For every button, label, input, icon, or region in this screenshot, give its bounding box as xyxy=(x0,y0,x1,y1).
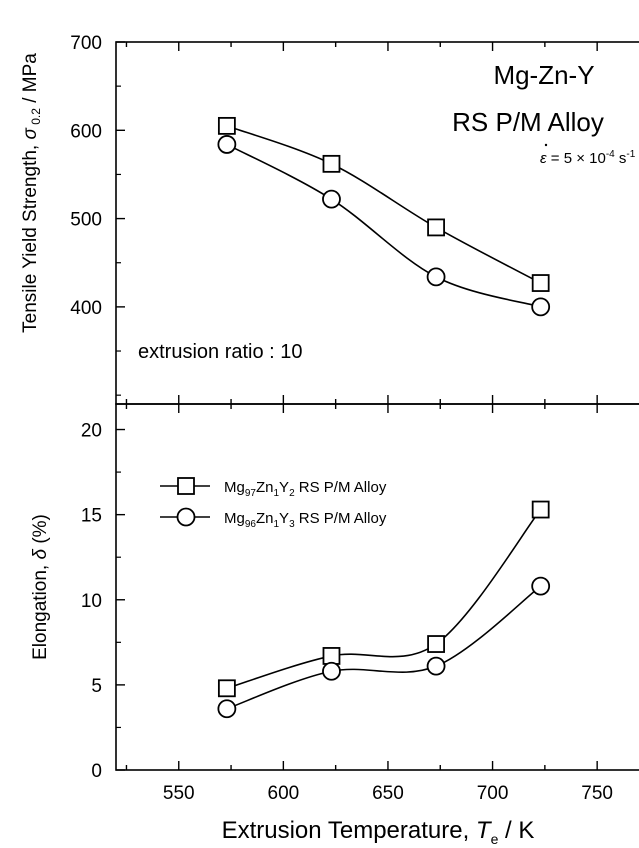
xtick-label: 550 xyxy=(163,783,195,804)
top-ytick-label: 400 xyxy=(70,298,102,319)
x-axis-title: Extrusion Temperature, Te / K xyxy=(222,817,535,847)
legend-marker-2 xyxy=(176,507,196,527)
top-ylabel-unit: / MPa xyxy=(20,53,41,108)
top-ytick-label: 700 xyxy=(70,33,102,54)
bottom-series-1-point xyxy=(217,679,236,698)
top-series-1-point xyxy=(322,154,341,173)
x-axis-title-main: Extrusion Temperature, xyxy=(222,817,476,844)
bottom-ylabel: Elongation, δ (%) xyxy=(30,514,51,660)
bottom-ytick-label: 20 xyxy=(81,421,102,442)
bottom-series-1-point xyxy=(427,635,445,653)
bottom-ytick-label: 15 xyxy=(81,506,102,527)
legend-label-part: 96 xyxy=(245,519,257,530)
legend-label-part: Y xyxy=(279,479,289,496)
legend-label-1: Mg97Zn1Y2 RS P/M Alloy xyxy=(224,479,387,499)
strain-rate-value: = 5 × 10 xyxy=(547,150,606,167)
top-series-1-point xyxy=(217,116,236,135)
annotation-title-line1: Mg-Zn-Y xyxy=(493,60,594,90)
top-series-2-line xyxy=(226,143,541,308)
x-axis-title-unit: / K xyxy=(498,817,534,844)
strain-rate-exp: -4 xyxy=(606,149,615,160)
x-axis-title-symbol: T xyxy=(476,817,493,844)
legend-label-part: 2 xyxy=(289,488,295,499)
xtick-label: 650 xyxy=(372,783,404,804)
bottom-series-2-point xyxy=(322,661,341,681)
top-ylabel: Tensile Yield Strength, σ 0.2 / MPa xyxy=(20,53,43,333)
bottom-series-2-point xyxy=(531,576,551,596)
top-series-2-point xyxy=(322,189,341,209)
bottom-ylabel-unit: (%) xyxy=(30,514,51,549)
legend-label-part: Mg xyxy=(224,510,245,527)
x-axis-title-sub: e xyxy=(491,831,499,847)
strain-rate-unit-exp: -1 xyxy=(626,149,635,160)
top-series-1-point xyxy=(427,218,445,237)
bottom-series-1-line xyxy=(226,509,542,690)
annotation-title-line2: RS P/M Alloy xyxy=(452,107,604,137)
xtick-label: 600 xyxy=(268,783,300,804)
bottom-series-2-point xyxy=(217,699,237,719)
top-ylabel-sub: 0.2 xyxy=(29,108,43,128)
legend-marker-1 xyxy=(177,477,195,495)
legend-label-part: Y xyxy=(279,510,289,527)
bottom-series-1-point xyxy=(322,647,341,665)
top-series-2-point xyxy=(531,297,551,317)
bottom-ytick-label: 5 xyxy=(91,676,102,697)
extrusion-ratio-note: extrusion ratio : 10 xyxy=(138,341,303,363)
bottom-ylabel-main: Elongation, xyxy=(30,560,51,660)
top-ytick-label: 500 xyxy=(70,210,102,231)
xtick-label: 700 xyxy=(477,783,509,804)
top-series-1-point xyxy=(531,274,550,292)
top-series-2-point xyxy=(217,135,237,154)
bottom-series-1-point xyxy=(531,500,550,519)
top-ylabel-symbol: σ xyxy=(20,127,41,140)
legend-label-part: RS P/M Alloy xyxy=(295,479,387,496)
legend-label-part: RS P/M Alloy xyxy=(295,510,387,527)
top-series-2-point xyxy=(426,267,446,287)
bottom-ylabel-symbol: δ xyxy=(30,549,51,560)
strain-rate-symbol: ε xyxy=(540,150,547,167)
legend-label-part: 3 xyxy=(289,519,295,530)
legend-label-part: 97 xyxy=(245,488,257,499)
bottom-ytick-label: 0 xyxy=(91,761,102,782)
legend-label-part: Mg xyxy=(224,479,245,496)
bottom-ytick-label: 10 xyxy=(81,591,102,612)
strain-rate-label: ε = 5 × 10-4 s-1 xyxy=(540,149,636,167)
strain-rate-dot xyxy=(544,143,548,147)
legend-label-part: 1 xyxy=(273,488,279,499)
bottom-panel-frame xyxy=(115,403,639,771)
top-ylabel-main: Tensile Yield Strength, xyxy=(20,140,41,333)
legend-label-part: 1 xyxy=(273,519,279,530)
legend-label-part: Zn xyxy=(256,479,274,496)
bottom-series-2-line xyxy=(226,585,542,710)
top-ytick-label: 600 xyxy=(70,121,102,142)
top-series-1-line xyxy=(226,125,542,284)
bottom-series-2-point xyxy=(426,656,446,676)
strain-rate-unit: s xyxy=(615,150,627,167)
legend-label-2: Mg96Zn1Y3 RS P/M Alloy xyxy=(224,510,387,530)
legend-label-part: Zn xyxy=(256,510,274,527)
xtick-label: 750 xyxy=(581,783,613,804)
